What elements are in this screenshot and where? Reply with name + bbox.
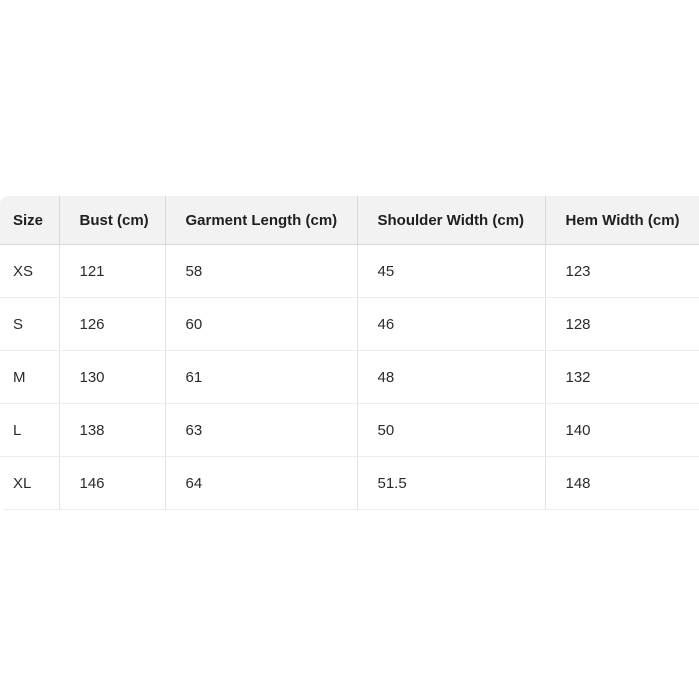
header-row: Size Bust (cm) Garment Length (cm) Shoul… <box>0 196 699 245</box>
cell-shoulder-width: 48 <box>357 350 546 404</box>
cell-shoulder-width: 50 <box>357 403 546 457</box>
cell-size: XL <box>0 456 60 510</box>
table-row-l: L 138 63 50 140 <box>0 403 699 457</box>
cell-shoulder-width: 45 <box>357 244 546 298</box>
column-header-garment-length: Garment Length (cm) <box>165 196 358 245</box>
cell-bust: 130 <box>59 350 166 404</box>
cell-bust: 138 <box>59 403 166 457</box>
cell-bust: 121 <box>59 244 166 298</box>
cell-size: S <box>0 297 60 351</box>
size-chart-header: Size Bust (cm) Garment Length (cm) Shoul… <box>0 196 699 245</box>
table-row-m: M 130 61 48 132 <box>0 350 699 404</box>
table-row-s: S 126 60 46 128 <box>0 297 699 351</box>
cell-garment-length: 64 <box>165 456 358 510</box>
cell-size: M <box>0 350 60 404</box>
cell-shoulder-width: 46 <box>357 297 546 351</box>
cell-hem-width: 123 <box>545 244 699 298</box>
cell-hem-width: 128 <box>545 297 699 351</box>
cell-garment-length: 63 <box>165 403 358 457</box>
size-chart-card: Size Bust (cm) Garment Length (cm) Shoul… <box>0 196 699 511</box>
cell-hem-width: 148 <box>545 456 699 510</box>
cell-hem-width: 132 <box>545 350 699 404</box>
column-header-shoulder-width: Shoulder Width (cm) <box>357 196 546 245</box>
column-header-hem-width: Hem Width (cm) <box>545 196 699 245</box>
cell-garment-length: 60 <box>165 297 358 351</box>
cell-size: XS <box>0 244 60 298</box>
cell-size: L <box>0 403 60 457</box>
cell-hem-width: 140 <box>545 403 699 457</box>
size-chart-table: Size Bust (cm) Garment Length (cm) Shoul… <box>0 196 699 510</box>
cell-bust: 146 <box>59 456 166 510</box>
cell-garment-length: 58 <box>165 244 358 298</box>
size-chart-body: XS 121 58 45 123 S 126 60 46 128 M 130 6… <box>0 244 699 510</box>
cell-bust: 126 <box>59 297 166 351</box>
cell-garment-length: 61 <box>165 350 358 404</box>
table-row-xs: XS 121 58 45 123 <box>0 244 699 298</box>
table-row-xl: XL 146 64 51.5 148 <box>0 456 699 510</box>
column-header-size: Size <box>0 196 60 245</box>
column-header-bust: Bust (cm) <box>59 196 166 245</box>
cell-shoulder-width: 51.5 <box>357 456 546 510</box>
